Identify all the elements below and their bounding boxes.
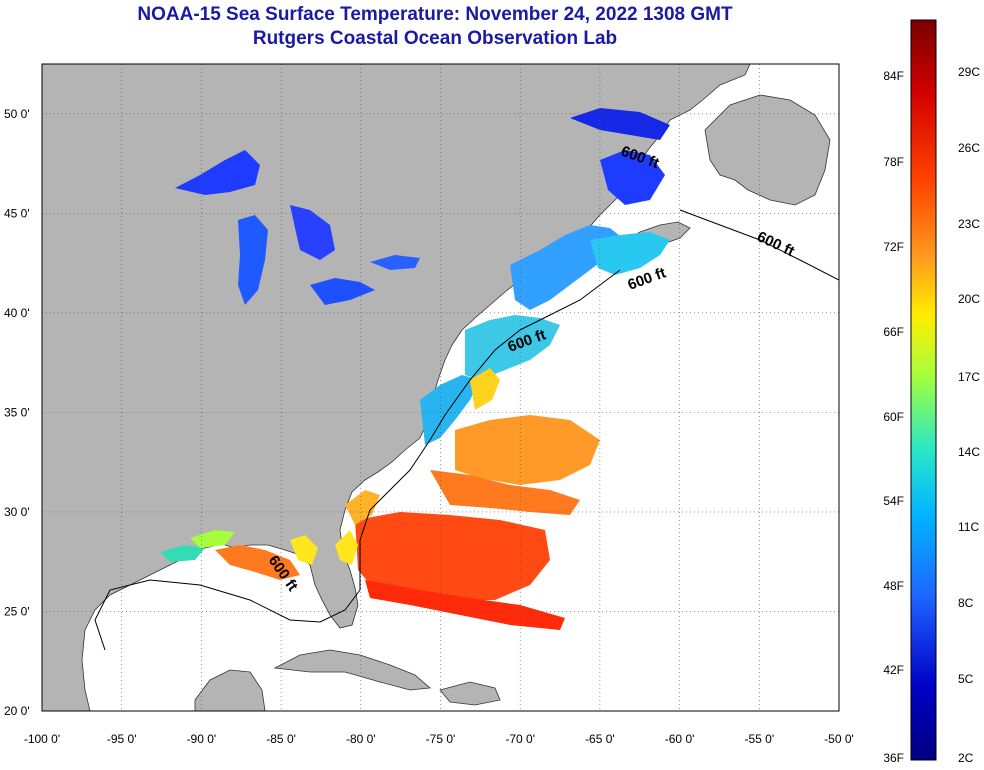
land-hispaniola <box>439 681 501 706</box>
map-frame <box>41 63 840 712</box>
map-subtitle: Rutgers Coastal Ocean Observation Lab <box>252 28 618 49</box>
color-bar <box>910 19 937 761</box>
land-cuba <box>273 649 431 691</box>
longitude-tick-label: -65 0' <box>585 732 615 746</box>
colorbar-celsius-label: 8C <box>958 596 974 610</box>
colorbar-fahrenheit-label: 60F <box>883 410 904 424</box>
colorbar-celsius-label: 14C <box>958 445 980 459</box>
colorbar-celsius-label: 11C <box>958 520 979 534</box>
colorbar-celsius-label: 29C <box>958 65 980 79</box>
latitude-tick-label: 40 0' <box>4 306 30 320</box>
longitude-tick-label: -55 0' <box>744 732 774 746</box>
latitude-tick-label: 35 0' <box>4 405 30 419</box>
latitude-tick-label: 30 0' <box>4 505 30 519</box>
colorbar-fahrenheit-label: 72F <box>883 240 904 254</box>
colorbar-celsius-label: 17C <box>958 370 980 384</box>
longitude-tick-label: -85 0' <box>266 732 296 746</box>
gulf-stream-sst <box>335 368 600 630</box>
longitude-tick-label: -80 0' <box>346 732 376 746</box>
colorbar-fahrenheit-label: 54F <box>883 494 904 508</box>
longitude-tick-label: -90 0' <box>187 732 217 746</box>
latitude-tick-label: 50 0' <box>4 107 30 121</box>
longitude-tick-label: -100 0' <box>24 732 60 746</box>
longitude-tick-label: -95 0' <box>107 732 137 746</box>
latitude-tick-label: 20 0' <box>4 704 30 718</box>
colorbar-fahrenheit-label: 66F <box>883 325 904 339</box>
land-newfoundland <box>704 94 831 206</box>
latitude-tick-label: 25 0' <box>4 604 30 618</box>
colorbar-celsius-label: 23C <box>958 217 980 231</box>
colorbar-fahrenheit-label: 42F <box>883 663 904 677</box>
colorbar-celsius-labels: 29C 26C 23C 20C 17C 14C 11C 8C 5C 2C <box>958 65 980 765</box>
colorbar-fahrenheit-label: 78F <box>883 155 904 169</box>
northeast-sst <box>465 108 670 380</box>
colorbar-celsius-label: 5C <box>958 672 974 686</box>
colorbar-celsius-label: 2C <box>958 751 974 765</box>
longitude-tick-label: -70 0' <box>505 732 535 746</box>
colorbar-fahrenheit-label: 84F <box>883 69 904 83</box>
great-lakes-sst <box>175 150 420 305</box>
longitude-tick-label: -60 0' <box>665 732 695 746</box>
colorbar-celsius-label: 26C <box>958 141 980 155</box>
colorbar-fahrenheit-label: 48F <box>883 579 904 593</box>
longitude-tick-label: -50 0' <box>824 732 854 746</box>
longitude-axis: -100 0' -95 0' -90 0' -85 0' -80 0' -75 0' -70… <box>24 732 854 746</box>
depth-contours <box>94 209 839 651</box>
longitude-tick-label: -75 0' <box>426 732 456 746</box>
latitude-tick-label: 45 0' <box>4 206 30 220</box>
latitude-axis: 20 0' 25 0' 30 0' 35 0' 40 0' 45 0' 50 0' <box>4 107 30 718</box>
map-title: NOAA-15 Sea Surface Temperature: Novembe… <box>137 4 733 25</box>
gulf-coast-sst <box>160 530 318 580</box>
land-yucatan <box>194 669 266 711</box>
colorbar-fahrenheit-labels: 84F 78F 72F 66F 60F 54F 48F 42F 36F <box>883 69 904 765</box>
colorbar-fahrenheit-label: 36F <box>883 751 904 765</box>
colorbar-celsius-label: 20C <box>958 292 980 306</box>
